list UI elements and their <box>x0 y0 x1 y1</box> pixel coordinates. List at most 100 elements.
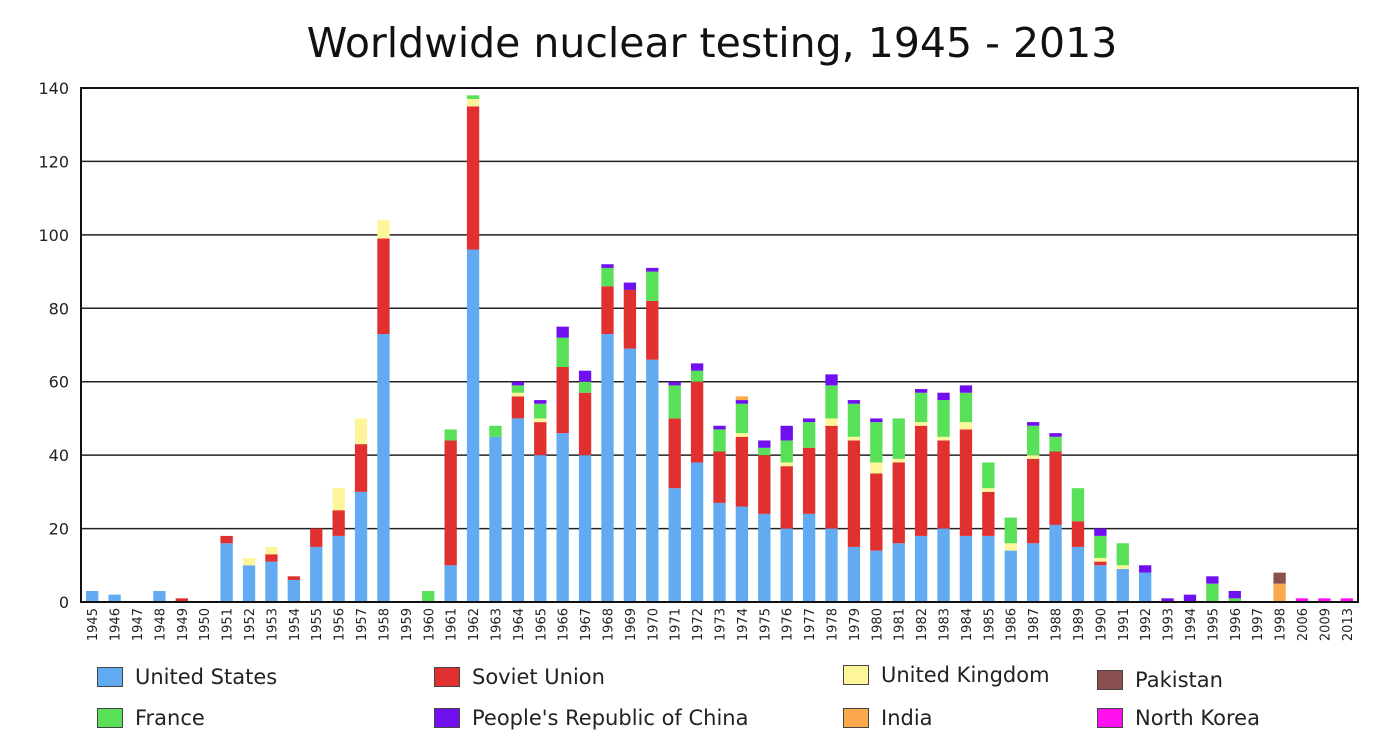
legend-label: France <box>135 706 205 730</box>
bar-segment <box>668 381 681 386</box>
bar-segment <box>287 579 300 602</box>
bar-segment <box>265 554 278 562</box>
bar-segment <box>332 510 345 536</box>
bar-segment <box>1206 583 1219 602</box>
bar-segment <box>601 286 614 334</box>
bar-segment <box>1026 422 1040 426</box>
x-tick-label: 1966 <box>557 608 572 641</box>
legend: United States Soviet Union United Kingdo… <box>0 655 1395 751</box>
bar-segment <box>556 326 569 338</box>
bar-segment <box>265 561 278 602</box>
bar-segment <box>690 370 704 382</box>
x-tick-label: 1991 <box>1117 608 1132 641</box>
bar-segment <box>870 418 883 423</box>
legend-item-north-korea: North Korea <box>1097 703 1260 733</box>
plot-frame <box>80 87 1359 603</box>
bar-segment <box>870 550 883 602</box>
y-axis: 0 20 40 60 80 100 120 140 <box>38 79 69 612</box>
y-tick-label: 100 <box>38 226 69 245</box>
bar-segment <box>511 381 525 386</box>
legend-swatch <box>1097 708 1123 728</box>
bar-segment <box>534 403 547 419</box>
y-tick-label: 0 <box>59 593 69 612</box>
bar-segment <box>847 436 861 441</box>
x-tick-label: 1973 <box>714 608 729 641</box>
x-tick-label: 1987 <box>1027 608 1042 641</box>
bar-segment <box>914 422 928 426</box>
bar-segment <box>242 565 256 602</box>
bar-segment <box>1318 598 1331 602</box>
x-tick-label: 1964 <box>512 608 527 641</box>
bar-segment <box>601 264 614 268</box>
bar-segment <box>578 370 592 382</box>
bar-segment <box>802 422 816 448</box>
bar-segment <box>1049 451 1062 525</box>
legend-item-india: India <box>843 703 933 733</box>
bar-segment <box>1094 557 1107 562</box>
bar-segment <box>1049 433 1062 437</box>
bar-segment <box>646 300 659 360</box>
x-tick-label: 1984 <box>960 608 975 641</box>
bar-segment <box>534 418 547 423</box>
x-tick-label: 1953 <box>265 608 280 641</box>
bar-segment <box>578 381 592 393</box>
x-tick-label: 1949 <box>176 608 191 641</box>
x-tick-label: 1950 <box>198 608 213 641</box>
bar-segment <box>556 337 569 368</box>
x-axis: 1945 1946 1947 1948 1949 1950 1951 1952 1953 1954… <box>86 608 1356 641</box>
legend-swatch <box>97 708 123 728</box>
legend-swatch <box>843 708 869 728</box>
x-tick-label: 2013 <box>1341 608 1356 641</box>
bar-segment <box>444 429 457 441</box>
bar-segment <box>1161 598 1174 602</box>
bar-segment <box>1049 524 1062 602</box>
bar-segment <box>332 535 345 602</box>
bar-segment <box>1026 425 1040 456</box>
x-tick-label: 1948 <box>153 608 168 641</box>
legend-label: Soviet Union <box>472 665 605 689</box>
bar-segment <box>825 425 838 529</box>
chart-title: Worldwide nuclear testing, 1945 - 2013 <box>307 19 1118 67</box>
bar-segment <box>1340 598 1353 602</box>
bar-segment <box>578 392 592 456</box>
bar-segment <box>713 451 726 503</box>
x-tick-label: 1981 <box>893 608 908 641</box>
bar-segment <box>690 363 704 371</box>
legend-item-united-kingdom: United Kingdom <box>843 660 1050 690</box>
bar-segment <box>780 440 793 463</box>
bar-segment <box>108 594 121 602</box>
x-tick-label: 1993 <box>1162 608 1177 641</box>
bar-segment <box>959 535 973 602</box>
x-tick-label: 1961 <box>445 608 460 641</box>
bar-segment <box>354 491 368 602</box>
bar-segment <box>914 389 928 393</box>
bar-segment <box>310 528 323 547</box>
bar-segment <box>444 440 457 566</box>
bar-segment <box>1228 590 1241 599</box>
legend-label: People's Republic of China <box>472 706 749 730</box>
bar-segment <box>1004 543 1017 551</box>
bar-segment <box>982 462 995 489</box>
bar-segment <box>914 535 928 602</box>
x-tick-label: 1968 <box>601 608 616 641</box>
bar-segment <box>1295 598 1309 602</box>
x-tick-label: 1965 <box>534 608 549 641</box>
bar-segment <box>601 333 614 602</box>
bar-segment <box>982 488 995 492</box>
bar-segment <box>937 436 950 441</box>
x-tick-label: 1955 <box>310 608 325 641</box>
bar-segment <box>668 488 681 602</box>
legend-label: Pakistan <box>1135 668 1223 692</box>
x-tick-label: 1983 <box>938 608 953 641</box>
x-tick-label: 1996 <box>1229 608 1244 641</box>
bar-segment <box>825 385 838 419</box>
x-tick-label: 2006 <box>1296 608 1311 641</box>
x-tick-label: 1972 <box>691 608 706 641</box>
bar-segment <box>534 455 547 602</box>
bar-segment <box>1004 550 1017 602</box>
x-tick-label: 1974 <box>736 608 751 641</box>
x-tick-label: 1986 <box>1005 608 1020 641</box>
bar-segment <box>354 444 368 492</box>
bar-segment <box>825 374 838 386</box>
x-tick-label: 1980 <box>870 608 885 641</box>
